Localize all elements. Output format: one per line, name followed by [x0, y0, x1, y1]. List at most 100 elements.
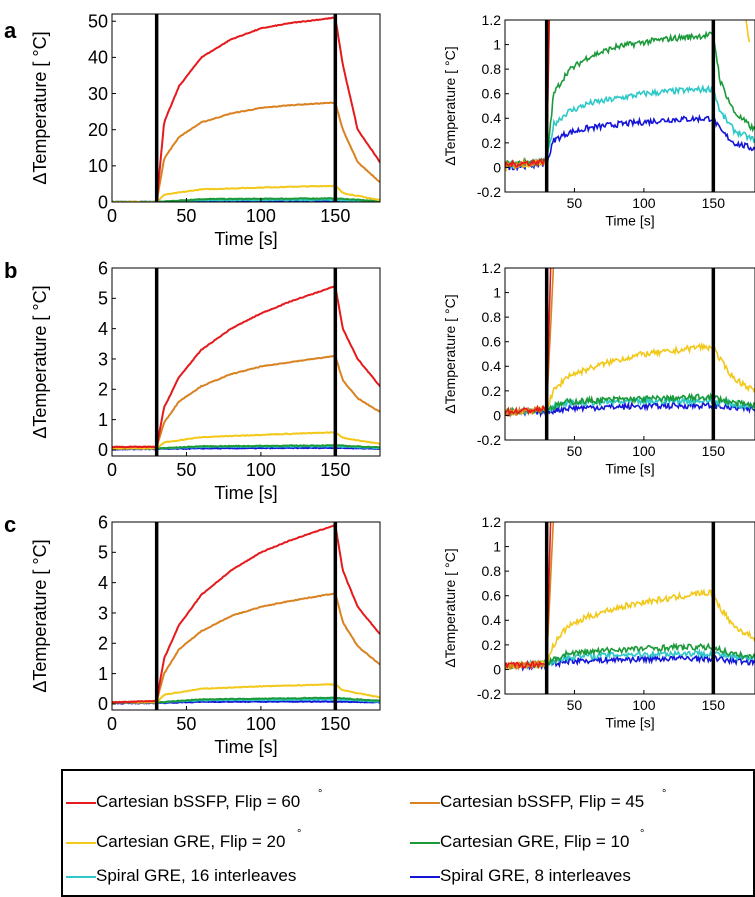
x-tick-label: 150 — [320, 714, 350, 734]
x-tick-label: 50 — [567, 697, 583, 713]
y-tick-label: 0.2 — [482, 135, 502, 151]
y-tick-label: 0 — [493, 407, 501, 423]
y-axis-label: ΔTemperature [ °C] — [442, 294, 458, 413]
y-tick-label: 0.4 — [482, 110, 502, 126]
y-tick-label: 0.4 — [482, 358, 502, 374]
chart-panel: 50 100 150 -0.2 0 0.2 0.4 0.6 0.8 1 1.2 Time [s] ΔTe… — [442, 12, 755, 229]
series-line — [505, 522, 552, 670]
legend-degree: ° — [318, 788, 322, 800]
x-tick-label: 100 — [632, 195, 656, 211]
series-line — [505, 30, 755, 168]
x-tick-label: 150 — [702, 443, 726, 459]
y-tick-label: 3 — [98, 349, 108, 369]
series-group — [112, 16, 380, 202]
y-tick-label: 5 — [98, 543, 108, 563]
legend-entry: Cartesian GRE, Flip = 10 ° — [410, 828, 644, 851]
y-tick-label: 0 — [493, 661, 501, 677]
x-tick-label: 50 — [567, 195, 583, 211]
legend-entry: Cartesian GRE, Flip = 20 ° — [66, 828, 301, 851]
chart-panel: 0 50 100 150 0 1 2 3 4 5 6 Time [s] ΔTemperature [ °… — [4, 258, 381, 503]
plot-frame — [504, 19, 755, 193]
series-line — [505, 84, 755, 170]
x-tick-label: 0 — [107, 206, 117, 226]
x-tick-label: 0 — [107, 460, 117, 480]
y-tick-label: 1.2 — [482, 260, 502, 276]
y-tick-label: 4 — [98, 319, 108, 339]
y-tick-label: 1 — [493, 284, 501, 300]
x-tick-label: 150 — [702, 697, 726, 713]
series-line — [505, 20, 551, 170]
chart-panel: 0 50 100 150 0 10 20 30 40 50 Time [s] ΔTemperature… — [4, 12, 381, 249]
series-line — [505, 268, 552, 418]
legend-label: Cartesian GRE, Flip = 20 — [96, 832, 285, 851]
plot-frame — [504, 521, 755, 695]
y-tick-label: 0.6 — [482, 334, 502, 350]
series-line — [155, 101, 380, 202]
series-line — [505, 588, 755, 670]
legend-entry: Cartesian bSSFP, Flip = 60 ° — [66, 788, 322, 811]
y-tick-label: 3 — [98, 603, 108, 623]
series-group — [112, 284, 380, 451]
y-axis-label: ΔTemperature [ °C] — [442, 548, 458, 667]
legend-box — [61, 769, 755, 897]
y-tick-label: -0.2 — [477, 432, 501, 448]
y-tick-label: 6 — [98, 512, 108, 532]
x-tick-label: 100 — [246, 714, 276, 734]
x-tick-label: 150 — [320, 460, 350, 480]
x-tick-label: 150 — [702, 195, 726, 211]
panel-label: b — [4, 258, 17, 283]
y-tick-label: 4 — [98, 573, 108, 593]
x-tick-label: 100 — [246, 206, 276, 226]
panel-label: c — [4, 512, 16, 537]
y-tick-label: 0 — [98, 192, 108, 212]
series-group — [112, 523, 380, 705]
y-tick-label: 0 — [493, 159, 501, 175]
y-tick-label: 0.8 — [482, 309, 502, 325]
x-axis-label: Time [s] — [605, 461, 654, 477]
y-tick-label: 10 — [88, 156, 108, 176]
x-tick-label: 100 — [246, 460, 276, 480]
y-tick-label: 20 — [88, 120, 108, 140]
legend-entry: Spiral GRE, 8 interleaves — [410, 866, 631, 885]
y-tick-label: 2 — [98, 634, 108, 654]
panel-label: a — [4, 18, 17, 43]
chart-panel: 0 50 100 150 0 1 2 3 4 5 6 Time [s] ΔTemperature [ °… — [4, 512, 381, 757]
y-tick-label: 0.8 — [482, 563, 502, 579]
series-line — [112, 284, 380, 449]
legend-label: Spiral GRE, 8 interleaves — [440, 866, 631, 885]
x-axis-label: Time [s] — [605, 715, 654, 731]
x-tick-label: 100 — [632, 443, 656, 459]
legend-entry: Spiral GRE, 16 interleaves — [66, 866, 296, 885]
legend-entry: Cartesian bSSFP, Flip = 45 ° — [410, 788, 666, 811]
legend-label: Spiral GRE, 16 interleaves — [96, 866, 296, 885]
series-line — [155, 16, 380, 202]
legend: Cartesian bSSFP, Flip = 60 ° Cartesian b… — [61, 769, 755, 897]
y-tick-label: 1 — [98, 410, 108, 430]
x-axis-label: Time [s] — [214, 737, 277, 757]
y-tick-label: 0.8 — [482, 61, 502, 77]
series-line — [112, 354, 380, 449]
y-tick-label: 0 — [98, 694, 108, 714]
y-tick-label: 0.2 — [482, 383, 502, 399]
x-tick-label: 50 — [567, 443, 583, 459]
y-tick-label: 1 — [493, 36, 501, 52]
x-tick-label: 50 — [176, 206, 196, 226]
x-tick-label: 150 — [320, 206, 350, 226]
y-axis-label: ΔTemperature [ °C] — [442, 46, 458, 165]
y-tick-label: 0.2 — [482, 637, 502, 653]
y-tick-label: 40 — [88, 48, 108, 68]
y-tick-label: 1.2 — [482, 12, 502, 28]
y-tick-label: -0.2 — [477, 686, 501, 702]
plot-frame — [111, 13, 381, 203]
series-group — [505, 268, 755, 418]
x-axis-label: Time [s] — [214, 229, 277, 249]
y-tick-label: 0.6 — [482, 588, 502, 604]
y-tick-label: 5 — [98, 289, 108, 309]
y-tick-label: 0 — [98, 440, 108, 460]
y-tick-label: 0.4 — [482, 612, 502, 628]
y-axis-label: ΔTemperature [ °C] — [30, 285, 50, 438]
x-tick-label: 0 — [107, 714, 117, 734]
series-line — [505, 20, 551, 168]
chart-panel: 50 100 150 -0.2 0 0.2 0.4 0.6 0.8 1 1.2 Time [s] ΔTe… — [442, 260, 755, 477]
